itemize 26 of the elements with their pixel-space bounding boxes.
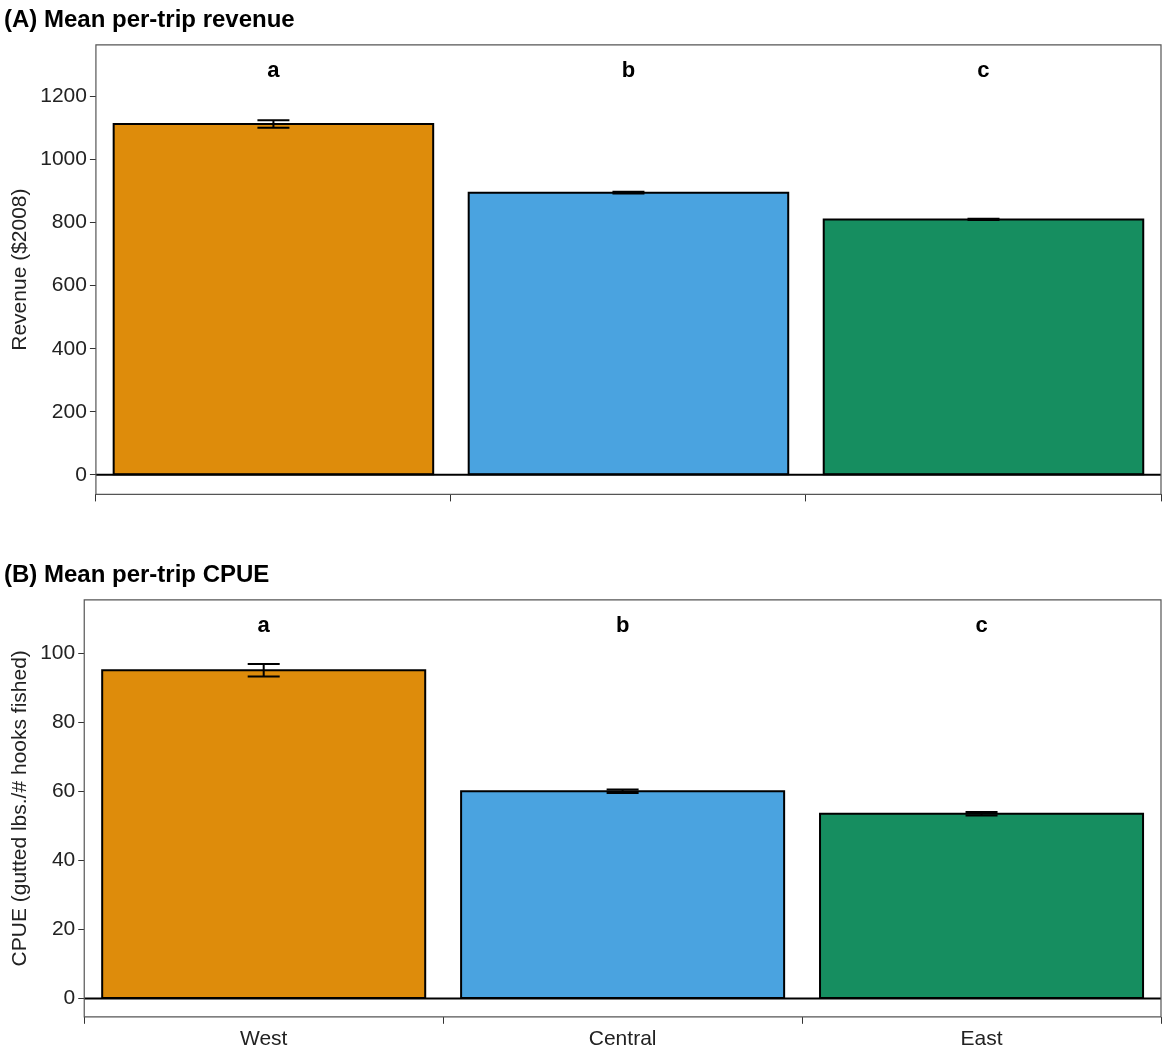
y-axis-title: CPUE (gutted lbs./# hooks fished) — [7, 650, 31, 967]
annotation: a — [267, 56, 281, 82]
x-tick-label: West — [239, 1026, 288, 1050]
annotation: c — [977, 56, 990, 82]
y-tick-label: 0 — [75, 461, 87, 485]
y-tick-label: 1200 — [40, 83, 87, 107]
chart-title: (B) Mean per-trip CPUE — [4, 560, 270, 588]
y-tick-label: 80 — [51, 708, 76, 732]
chart-title: (A) Mean per-trip revenue — [4, 5, 295, 33]
y-tick-label: 200 — [51, 398, 87, 422]
x-tick-label: East — [960, 1026, 1003, 1050]
annotation: a — [257, 611, 271, 637]
y-tick-label: 1000 — [40, 146, 87, 170]
annotation: b — [621, 56, 636, 82]
y-tick-label: 400 — [51, 335, 87, 359]
y-tick-label: 20 — [51, 916, 76, 940]
annotation: b — [615, 611, 630, 637]
x-tick-label: Central — [588, 1026, 657, 1050]
y-tick-label: 800 — [51, 209, 87, 233]
y-tick-label: 600 — [51, 272, 87, 296]
annotation: c — [975, 611, 988, 637]
y-tick-label: 100 — [40, 639, 76, 663]
y-tick-label: 60 — [51, 778, 76, 801]
y-tick-label: 40 — [51, 847, 76, 871]
y-axis-title: Revenue ($2008) — [7, 188, 31, 351]
y-tick-label: 0 — [63, 985, 76, 1009]
